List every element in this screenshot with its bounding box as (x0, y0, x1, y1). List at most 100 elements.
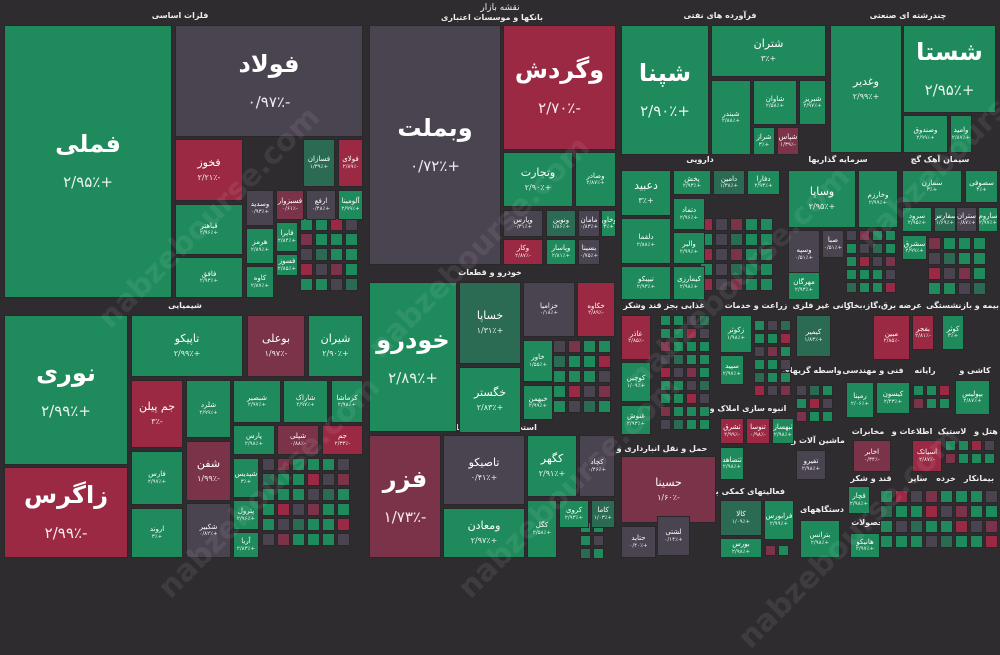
stock-tile[interactable]: شکبیر +۰/۸۲٪ (186, 503, 231, 558)
stock-tile[interactable]: مهرگان +۲/۹۳٪ (788, 272, 820, 300)
treemap-tile[interactable] (583, 340, 596, 353)
stock-tile[interactable]: جم -۲/۳۳٪ (322, 425, 363, 455)
treemap-tile[interactable] (699, 367, 710, 378)
stock-tile[interactable]: تیپیکو +۲/۹۳٪ (621, 266, 671, 300)
stock-tile[interactable]: شبریز +۲/۹۷٪ (799, 80, 826, 125)
stock-tile[interactable]: کوثر +۳٪ (942, 315, 964, 350)
treemap-tile[interactable] (568, 400, 581, 413)
treemap-tile[interactable] (955, 505, 968, 518)
treemap-tile[interactable] (277, 473, 290, 486)
treemap-tile[interactable] (958, 453, 969, 464)
treemap-tile[interactable] (940, 490, 953, 503)
treemap-tile[interactable] (846, 230, 857, 241)
stock-tile[interactable]: جم پیلن -۳٪ (131, 380, 183, 448)
treemap-tile[interactable] (660, 341, 671, 352)
treemap-tile[interactable] (598, 385, 611, 398)
stock-tile[interactable]: فافق +۲/۹۳٪ (175, 257, 243, 298)
stock-tile[interactable]: شاوان +۲/۵۸٪ (753, 80, 797, 125)
treemap-tile[interactable] (809, 398, 820, 409)
stock-tile[interactable]: کگهر +۲/۹۱٪ (527, 435, 577, 497)
treemap-tile[interactable] (660, 406, 671, 417)
stock-tile[interactable]: اخابر -۰/۳۴٪ (853, 440, 891, 472)
stock-tile[interactable]: بپولیس +۲/۸۷٪ (955, 380, 990, 415)
treemap-tile[interactable] (822, 411, 833, 422)
treemap-tile[interactable] (660, 367, 671, 378)
treemap-tile[interactable] (958, 267, 971, 280)
stock-tile[interactable]: فولای -۲/۸۹٪ (338, 139, 363, 187)
treemap-tile[interactable] (940, 535, 953, 548)
treemap-tile[interactable] (337, 533, 350, 546)
stock-tile[interactable]: خکاوه -۲/۸۹٪ (577, 282, 615, 337)
stock-tile[interactable]: قچار +۲/۹۸٪ (848, 486, 870, 514)
stock-tile[interactable]: دفارا +۲/۹۳٪ (747, 170, 780, 195)
stock-tile[interactable]: وکار -۲/۸۷٪ (503, 239, 543, 265)
treemap-tile[interactable] (292, 473, 305, 486)
treemap-tile[interactable] (322, 458, 335, 471)
treemap-tile[interactable] (846, 256, 857, 267)
treemap-tile[interactable] (715, 248, 728, 261)
stock-tile[interactable]: خاور +۱/۵۵٪ (523, 340, 553, 382)
stock-tile[interactable]: سصوفی +۳٪ (965, 170, 998, 203)
treemap-tile[interactable] (292, 488, 305, 501)
stock-tile[interactable]: وپارس +۰/۳۱٪ (503, 210, 543, 237)
treemap-tile[interactable] (660, 380, 671, 391)
treemap-tile[interactable] (699, 328, 710, 339)
stock-tile[interactable]: زاگرس -۲/۹۹٪ (4, 467, 128, 558)
treemap-tile[interactable] (973, 252, 986, 265)
treemap-tile[interactable] (568, 385, 581, 398)
treemap-tile[interactable] (330, 278, 343, 291)
stock-tile[interactable]: کچاد +۰/۴۶٪ (579, 435, 615, 497)
treemap-tile[interactable] (553, 355, 566, 368)
treemap-tile[interactable] (767, 359, 778, 370)
treemap-tile[interactable] (553, 370, 566, 383)
treemap-tile[interactable] (307, 518, 320, 531)
treemap-tile[interactable] (910, 535, 923, 548)
treemap-tile[interactable] (780, 372, 791, 383)
stock-tile[interactable]: فملی +۲/۹۵٪ (4, 25, 172, 298)
stock-tile[interactable]: کاوه +۲/۸۷٪ (246, 266, 274, 298)
stock-tile[interactable]: فخوز -۲/۲۱٪ (175, 139, 243, 201)
stock-tile[interactable]: وصندوق +۲/۹۹٪ (903, 115, 948, 153)
treemap-tile[interactable] (745, 233, 758, 246)
treemap-tile[interactable] (686, 393, 697, 404)
treemap-tile[interactable] (673, 315, 684, 326)
treemap-tile[interactable] (928, 282, 941, 295)
treemap-tile[interactable] (809, 385, 820, 396)
treemap-tile[interactable] (973, 282, 986, 295)
treemap-tile[interactable] (730, 263, 743, 276)
treemap-tile[interactable] (307, 503, 320, 516)
treemap-tile[interactable] (859, 269, 870, 280)
treemap-tile[interactable] (673, 367, 684, 378)
stock-tile[interactable]: کالا +۱/۰۹٪ (720, 500, 762, 536)
treemap-tile[interactable] (686, 341, 697, 352)
treemap-tile[interactable] (970, 535, 983, 548)
treemap-tile[interactable] (780, 320, 791, 331)
treemap-tile[interactable] (970, 490, 983, 503)
treemap-tile[interactable] (796, 385, 807, 396)
treemap-tile[interactable] (925, 520, 938, 533)
treemap-tile[interactable] (971, 453, 982, 464)
treemap-tile[interactable] (910, 490, 923, 503)
stock-tile[interactable]: نوری +۲/۹۹٪ (4, 315, 128, 465)
treemap-tile[interactable] (292, 503, 305, 516)
stock-tile[interactable]: دعبید +۳٪ (621, 170, 671, 216)
treemap-tile[interactable] (593, 535, 604, 546)
treemap-tile[interactable] (955, 490, 968, 503)
treemap-tile[interactable] (337, 488, 350, 501)
stock-tile[interactable]: فزر -۱/۷۳٪ (369, 435, 441, 558)
stock-tile[interactable]: شبصیر +۲/۹۷٪ (233, 380, 281, 423)
treemap-tile[interactable] (984, 440, 995, 451)
treemap-tile[interactable] (660, 315, 671, 326)
treemap-tile[interactable] (958, 282, 971, 295)
stock-tile[interactable]: آریا +۲/۸۳٪ (233, 532, 259, 558)
treemap-tile[interactable] (262, 458, 275, 471)
treemap-tile[interactable] (885, 243, 896, 254)
treemap-tile[interactable] (322, 533, 335, 546)
stock-tile[interactable]: آلومینا +۲/۹۹٪ (338, 190, 363, 220)
treemap-tile[interactable] (568, 340, 581, 353)
treemap-tile[interactable] (686, 367, 697, 378)
treemap-tile[interactable] (880, 520, 893, 533)
treemap-tile[interactable] (686, 406, 697, 417)
treemap-tile[interactable] (673, 354, 684, 365)
treemap-tile[interactable] (910, 520, 923, 533)
